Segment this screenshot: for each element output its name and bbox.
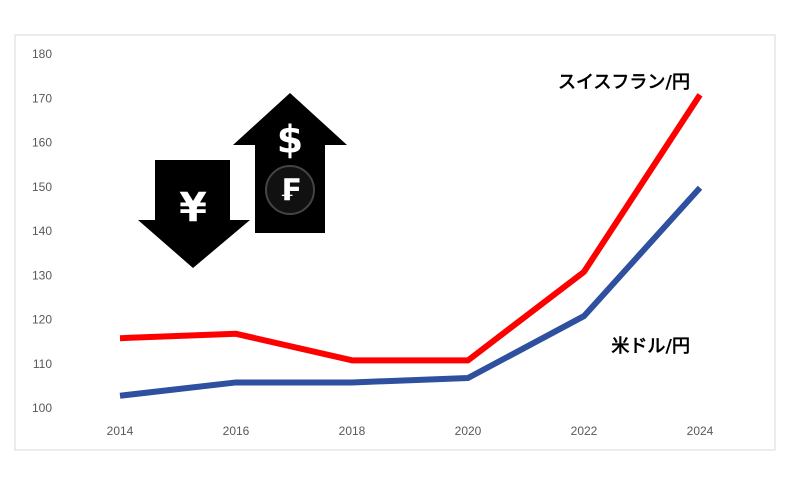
dollar-symbol: $ (277, 118, 303, 162)
y-tick-label: 120 (32, 313, 52, 327)
y-tick-label: 100 (32, 401, 52, 415)
y-tick-label: 150 (32, 180, 52, 194)
series-line (119, 185, 703, 399)
franc-symbol: ₣ (280, 174, 301, 209)
series-line (119, 93, 703, 364)
x-tick-label: 2018 (339, 424, 366, 438)
y-tick-label: 130 (32, 268, 52, 282)
y-tick-label: 160 (32, 136, 52, 150)
x-tick-label: 2020 (455, 424, 482, 438)
y-tick-label: 180 (32, 47, 52, 61)
y-tick-label: 110 (33, 357, 52, 371)
dollar-franc-up-icon: $ ₣ (233, 93, 347, 233)
yen-down-icon: ¥ (138, 160, 250, 268)
x-tick-label: 2014 (107, 424, 134, 438)
x-tick-label: 2016 (223, 424, 250, 438)
series-label: 米ドル/円 (611, 335, 690, 357)
series-label: スイスフラン/円 (558, 72, 690, 93)
chart-frame (14, 34, 776, 451)
x-tick-label: 2024 (687, 424, 714, 438)
y-tick-label: 140 (32, 224, 52, 238)
y-tick-label: 170 (32, 91, 52, 105)
x-tick-label: 2022 (571, 424, 598, 438)
yen-symbol: ¥ (179, 185, 207, 231)
